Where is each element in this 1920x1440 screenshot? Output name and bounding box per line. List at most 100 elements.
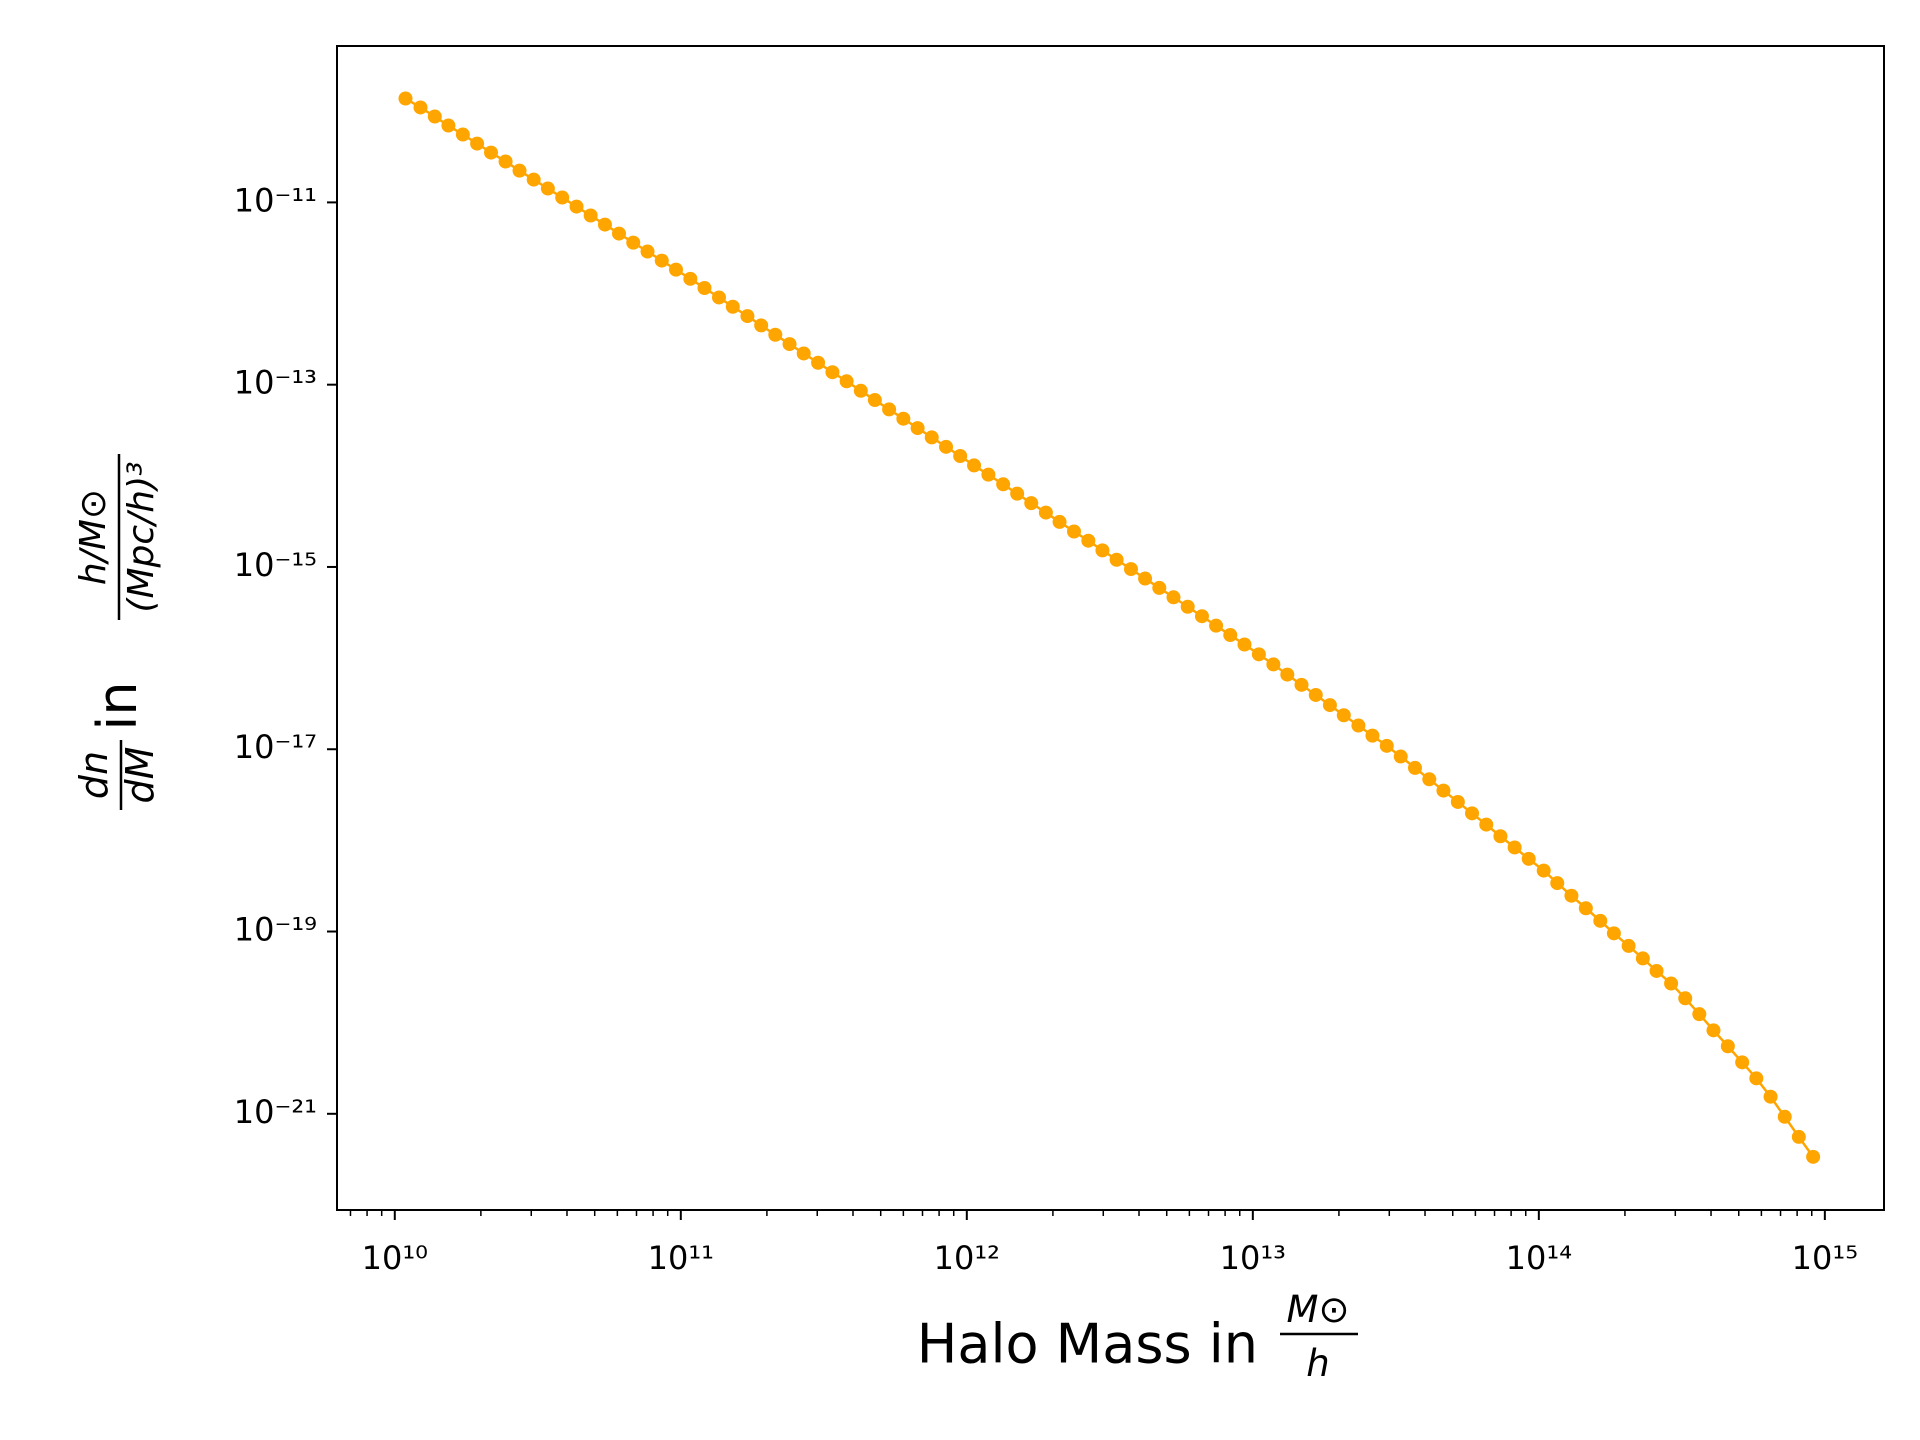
data-point: [1351, 718, 1366, 733]
data-point: [398, 91, 413, 106]
data-point: [1606, 926, 1621, 941]
data-point: [413, 100, 428, 115]
data-point: [1038, 505, 1053, 520]
data-point: [740, 309, 755, 324]
data-point: [1593, 913, 1608, 928]
data-point: [569, 199, 584, 214]
data-point: [725, 299, 740, 314]
data-point: [1450, 794, 1465, 809]
data-point: [853, 383, 868, 398]
x-axis-label-denominator: h: [1306, 1342, 1329, 1385]
axes-frame: [336, 45, 1885, 1211]
data-point: [583, 208, 598, 223]
data-point: [455, 127, 470, 142]
data-point: [626, 235, 641, 250]
data-point: [1749, 1071, 1764, 1086]
data-point: [1777, 1109, 1792, 1124]
data-point: [1365, 728, 1380, 743]
x-tick-label: 10¹²: [934, 1239, 1000, 1277]
data-point: [867, 393, 882, 408]
data-point: [1010, 486, 1025, 501]
data-point: [1294, 677, 1309, 692]
data-point: [1706, 1023, 1721, 1038]
data-point: [1266, 657, 1281, 672]
data-point: [1664, 976, 1679, 991]
data-point: [1550, 876, 1565, 891]
y-axis-label-numerator: dn: [72, 751, 116, 799]
data-point: [924, 430, 939, 445]
data-point: [1436, 783, 1451, 798]
data-point: [1407, 760, 1422, 775]
x-tick-label: 10¹³: [1220, 1239, 1286, 1277]
y-axis-label-text: in: [86, 681, 149, 730]
data-point: [782, 337, 797, 352]
data-point: [1052, 514, 1067, 529]
data-point: [1379, 738, 1394, 753]
data-point: [540, 181, 555, 196]
data-point: [668, 262, 683, 277]
data-point: [1138, 571, 1153, 586]
data-point: [1735, 1055, 1750, 1070]
data-point: [1564, 888, 1579, 903]
data-point: [1194, 609, 1209, 624]
data-point: [1536, 863, 1551, 878]
data-point: [1308, 687, 1323, 702]
data-point: [1109, 552, 1124, 567]
y-axis-label-fraction-numerator: h/M⊙: [73, 489, 114, 585]
data-point: [470, 136, 485, 151]
data-point: [967, 458, 982, 473]
y-axis-label: dn dM in h/M⊙ (Mpc/h)³: [72, 454, 162, 810]
data-point: [484, 145, 499, 160]
data-point: [1465, 806, 1480, 821]
data-point: [996, 477, 1011, 492]
data-point: [953, 448, 968, 463]
data-point: [1649, 963, 1664, 978]
data-point: [1479, 817, 1494, 832]
data-point: [711, 290, 726, 305]
data-point: [1336, 708, 1351, 723]
data-point: [1180, 599, 1195, 614]
data-point: [1152, 580, 1167, 595]
data-point: [427, 109, 442, 124]
data-point: [754, 318, 769, 333]
data-point: [896, 411, 911, 426]
data-point: [1578, 901, 1593, 916]
data-point: [498, 154, 513, 169]
data-point: [1251, 647, 1266, 662]
data-point: [526, 172, 541, 187]
data-point: [1692, 1007, 1707, 1022]
data-point: [697, 281, 712, 296]
data-point: [1223, 628, 1238, 643]
data-point: [555, 190, 570, 205]
data-point: [825, 365, 840, 380]
y-tick-label: 10⁻¹⁵: [234, 546, 317, 584]
y-tick-label: 10⁻¹³: [234, 364, 317, 402]
data-point: [1209, 618, 1224, 633]
data-point: [654, 253, 669, 268]
data-point: [1507, 840, 1522, 855]
y-axis-label-fraction-denominator: (Mpc/h)³: [121, 461, 162, 612]
data-point: [1791, 1129, 1806, 1144]
data-point: [811, 355, 826, 370]
data-point: [1024, 496, 1039, 511]
data-point: [1422, 772, 1437, 787]
data-point: [1621, 938, 1636, 953]
x-tick-label: 10¹⁰: [362, 1239, 428, 1277]
data-point: [597, 217, 612, 232]
x-axis-label-numerator: M⊙: [1287, 1288, 1350, 1331]
y-tick-label: 10⁻²¹: [234, 1093, 317, 1131]
y-tick-label: 10⁻¹⁹: [234, 911, 317, 949]
data-point: [1322, 698, 1337, 713]
data-point: [882, 402, 897, 417]
data-point: [768, 327, 783, 342]
y-axis-label-denominator: dM: [118, 747, 162, 804]
x-tick-label: 10¹¹: [648, 1239, 714, 1277]
data-point: [1393, 749, 1408, 764]
data-point: [981, 467, 996, 482]
data-point: [1081, 533, 1096, 548]
data-point: [512, 163, 527, 178]
data-point: [1493, 829, 1508, 844]
data-point: [441, 118, 456, 133]
